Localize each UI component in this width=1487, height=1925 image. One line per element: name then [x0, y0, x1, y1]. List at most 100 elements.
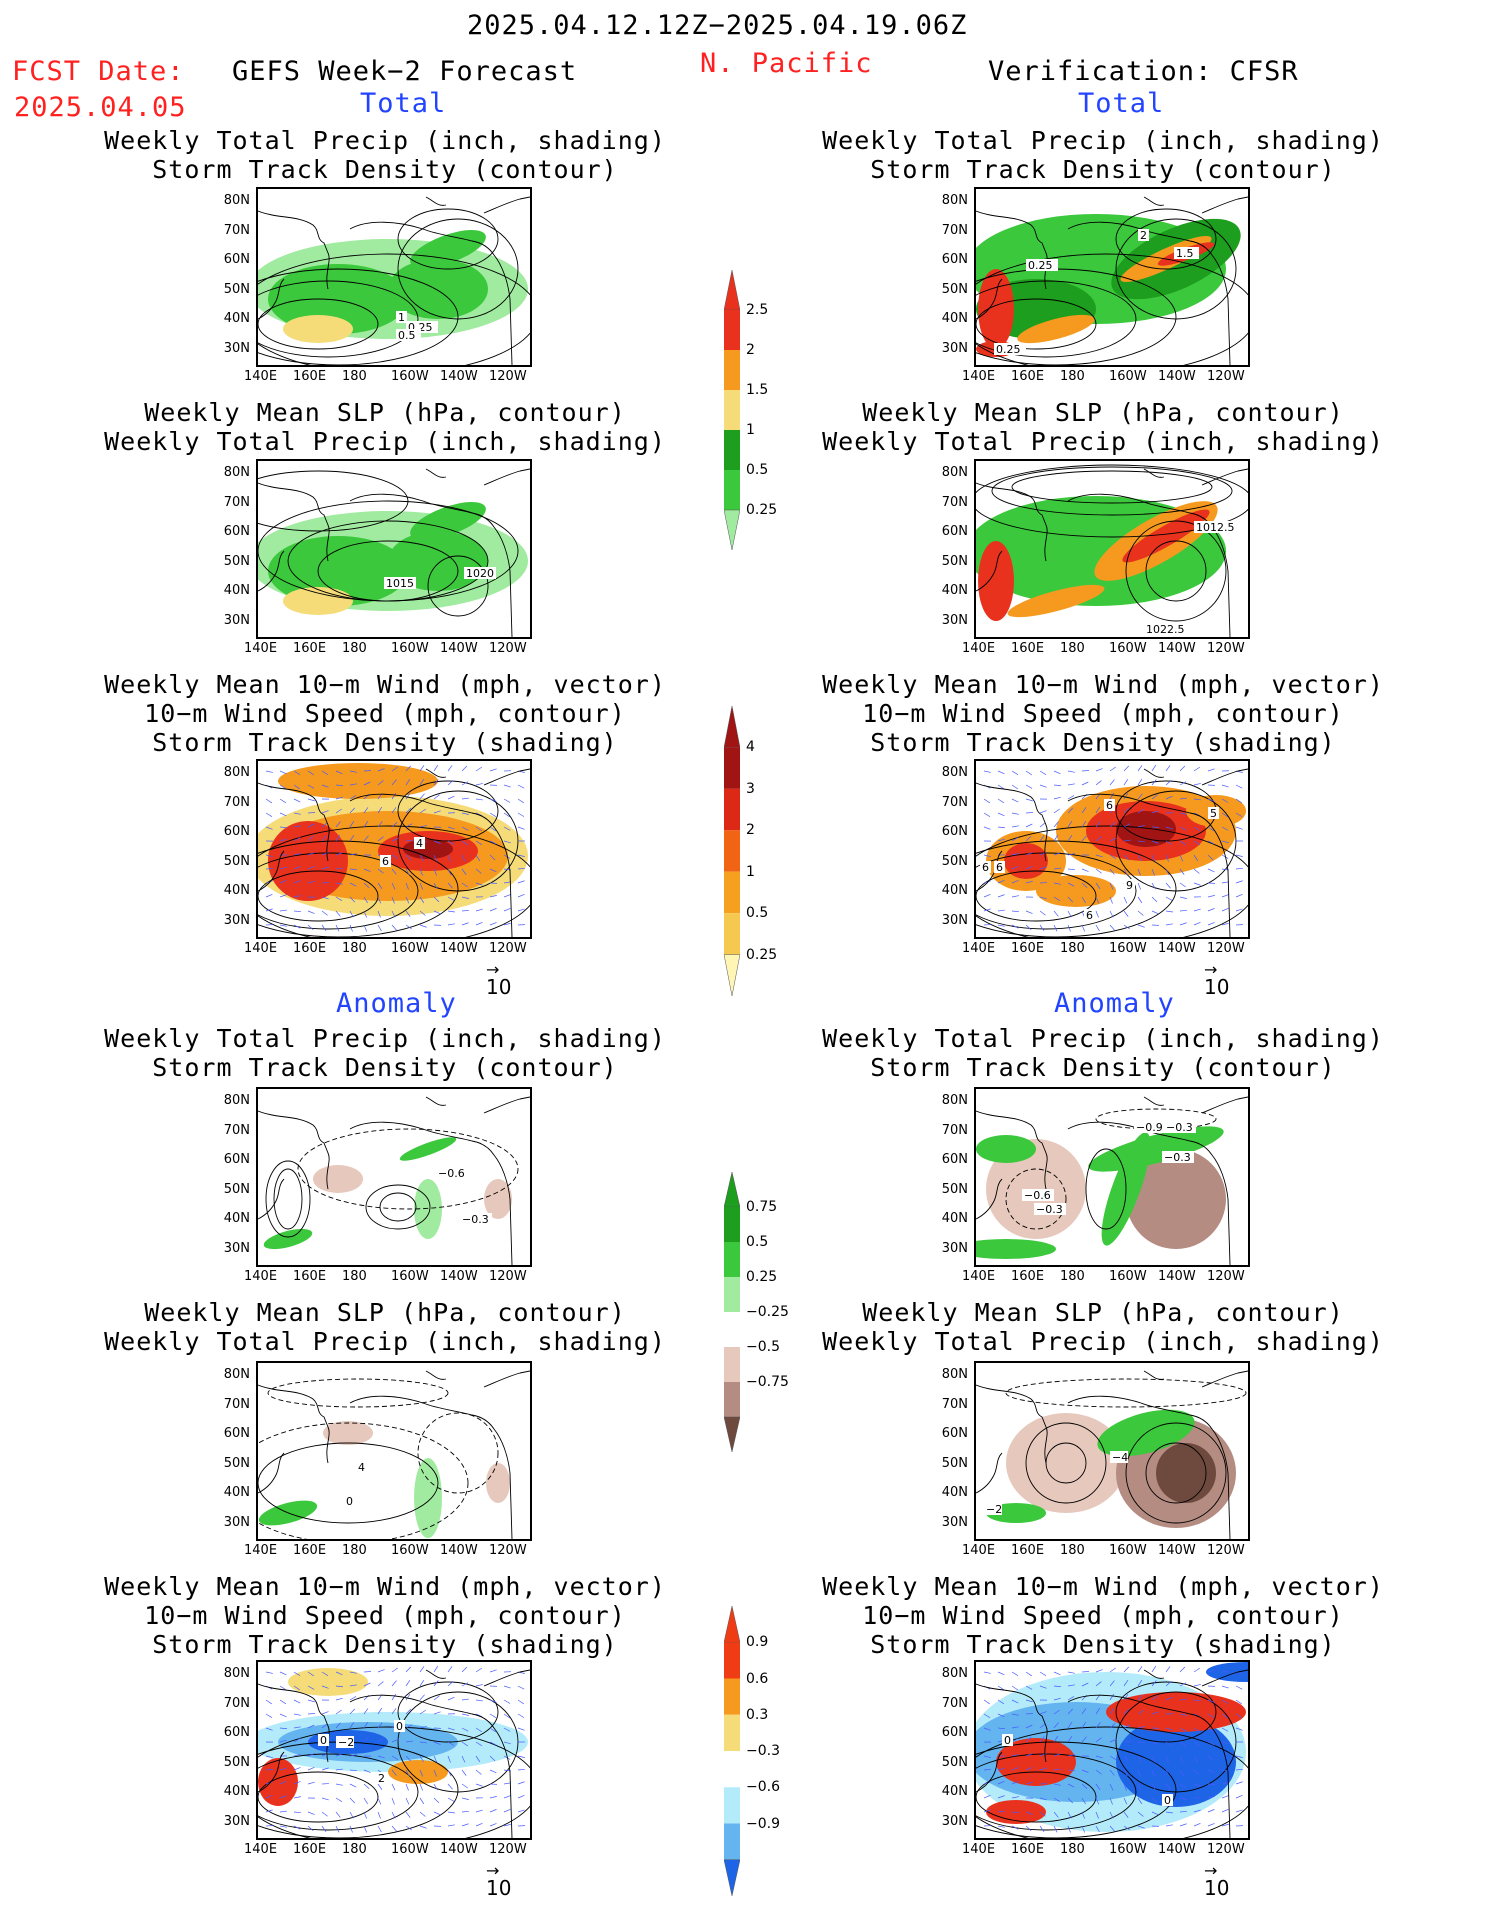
wind-vector: [447, 896, 455, 901]
wind-vector: [997, 838, 1005, 842]
lat-tick-label: 60N: [941, 1426, 968, 1441]
lon-tick-label: 160W: [391, 1543, 429, 1558]
wind-vector: [517, 1713, 525, 1718]
wind-vector: [1123, 1755, 1130, 1762]
wind-vector: [1165, 1824, 1173, 1827]
wind-vector: [293, 825, 301, 828]
wind-vector: [1179, 765, 1186, 772]
shading-region: [278, 763, 438, 799]
wind-vector: [265, 908, 273, 912]
lon-tick-label: 160E: [293, 1842, 327, 1857]
wind-vector: [349, 783, 357, 786]
wind-vector: [1053, 796, 1061, 800]
wind-vector: [489, 798, 497, 802]
contour-line: [1005, 1378, 1247, 1408]
title-line: Storm Track Density (contour): [870, 1053, 1336, 1082]
wind-vector: [293, 837, 301, 842]
contour-label: 9: [1126, 879, 1133, 892]
shading-region: [978, 541, 1014, 621]
wind-vector: [475, 854, 481, 862]
wind-vector: [419, 1825, 427, 1829]
wind-vector: [1193, 826, 1201, 832]
wind-vector: [335, 821, 341, 828]
wind-vector: [307, 1685, 315, 1690]
contour-label-bg: [414, 837, 425, 849]
wind-vector: [1081, 882, 1088, 888]
wind-vector: [983, 798, 990, 804]
wind-vector: [363, 1825, 368, 1833]
wind-vector: [1081, 868, 1089, 872]
wind-vector: [1011, 1726, 1019, 1729]
colorbar-label: 0.6: [746, 1670, 769, 1687]
wind-vector: [1095, 868, 1102, 874]
wind-vector: [1179, 1769, 1185, 1776]
wind-vector: [349, 1684, 357, 1687]
wind-vector: [265, 1671, 273, 1674]
wind-vector: [1207, 768, 1215, 772]
wind-vector: [335, 1797, 343, 1803]
wind-vector: [997, 1780, 1005, 1785]
wind-vector: [1011, 1796, 1019, 1799]
wind-vector: [475, 766, 483, 772]
wind-vector: [1067, 882, 1075, 887]
colorbar-cap: [724, 1416, 740, 1453]
shading-region: [388, 259, 488, 319]
lat-tick-label: 60N: [223, 1426, 250, 1441]
wind-vector: [279, 1739, 287, 1743]
wind-vector: [1011, 895, 1019, 898]
wind-vector: [1025, 1781, 1033, 1785]
colorbar-segment: [724, 1678, 740, 1715]
wind-vector: [1221, 826, 1229, 831]
wind-vector: [405, 1811, 411, 1818]
wind-vector: [1039, 835, 1045, 842]
wind-vector: [1193, 1755, 1199, 1763]
lat-tick-label: 30N: [941, 1813, 968, 1829]
title-l4: Weekly Total Precip (inch, shading) Stor…: [100, 1024, 670, 1082]
wind-vector: [1109, 868, 1115, 875]
wind-vector: [1081, 835, 1087, 842]
wind-vector: [983, 1713, 991, 1718]
wind-vector: [1165, 1769, 1170, 1777]
wind-vector: [1235, 880, 1243, 884]
left-model-title: GEFS Week−2 Forecast: [232, 56, 578, 87]
coastline: [349, 221, 513, 365]
coastline: [483, 196, 530, 214]
contour-line: [976, 1726, 1248, 1838]
wind-vector: [405, 1666, 412, 1673]
wind-vector: [517, 1781, 525, 1785]
wind-vector: [1179, 909, 1187, 912]
contour-label: 6: [982, 861, 989, 874]
wind-vector: [1137, 1797, 1143, 1805]
wind-vector: [461, 854, 466, 862]
wind-vector: [475, 1755, 481, 1763]
wind-vector: [1053, 1697, 1061, 1701]
wind-vector: [335, 1825, 340, 1833]
wind-vector: [1165, 1727, 1173, 1731]
contour-line: [976, 840, 1177, 937]
wind-vector: [489, 812, 497, 818]
wind-vector: [433, 1755, 438, 1763]
wind-vector: [1011, 784, 1018, 790]
lat-tick-label: 70N: [223, 1122, 250, 1138]
wind-vector: [1151, 1769, 1155, 1777]
wind-vector: [391, 1738, 399, 1743]
wind-vector: [1053, 1797, 1061, 1803]
wind-vector: [983, 1809, 991, 1813]
shading-region: [1006, 1413, 1126, 1513]
colorbar-svg: [724, 1606, 740, 1897]
wind-vector: [321, 1797, 329, 1801]
wind-vector: [419, 1679, 425, 1687]
lon-tick-label: 120W: [1207, 369, 1245, 384]
wind-vector: [293, 895, 301, 898]
wind-vector: [1151, 779, 1157, 786]
contour-line: [976, 1753, 1137, 1831]
colorbar-label: 0.25: [746, 946, 778, 963]
wind-vector: [265, 893, 273, 898]
contour-label-bg: [1026, 259, 1058, 271]
lat-tick-label: 40N: [223, 311, 250, 326]
wind-vector: [503, 840, 511, 844]
wind-vector: [1053, 882, 1061, 885]
